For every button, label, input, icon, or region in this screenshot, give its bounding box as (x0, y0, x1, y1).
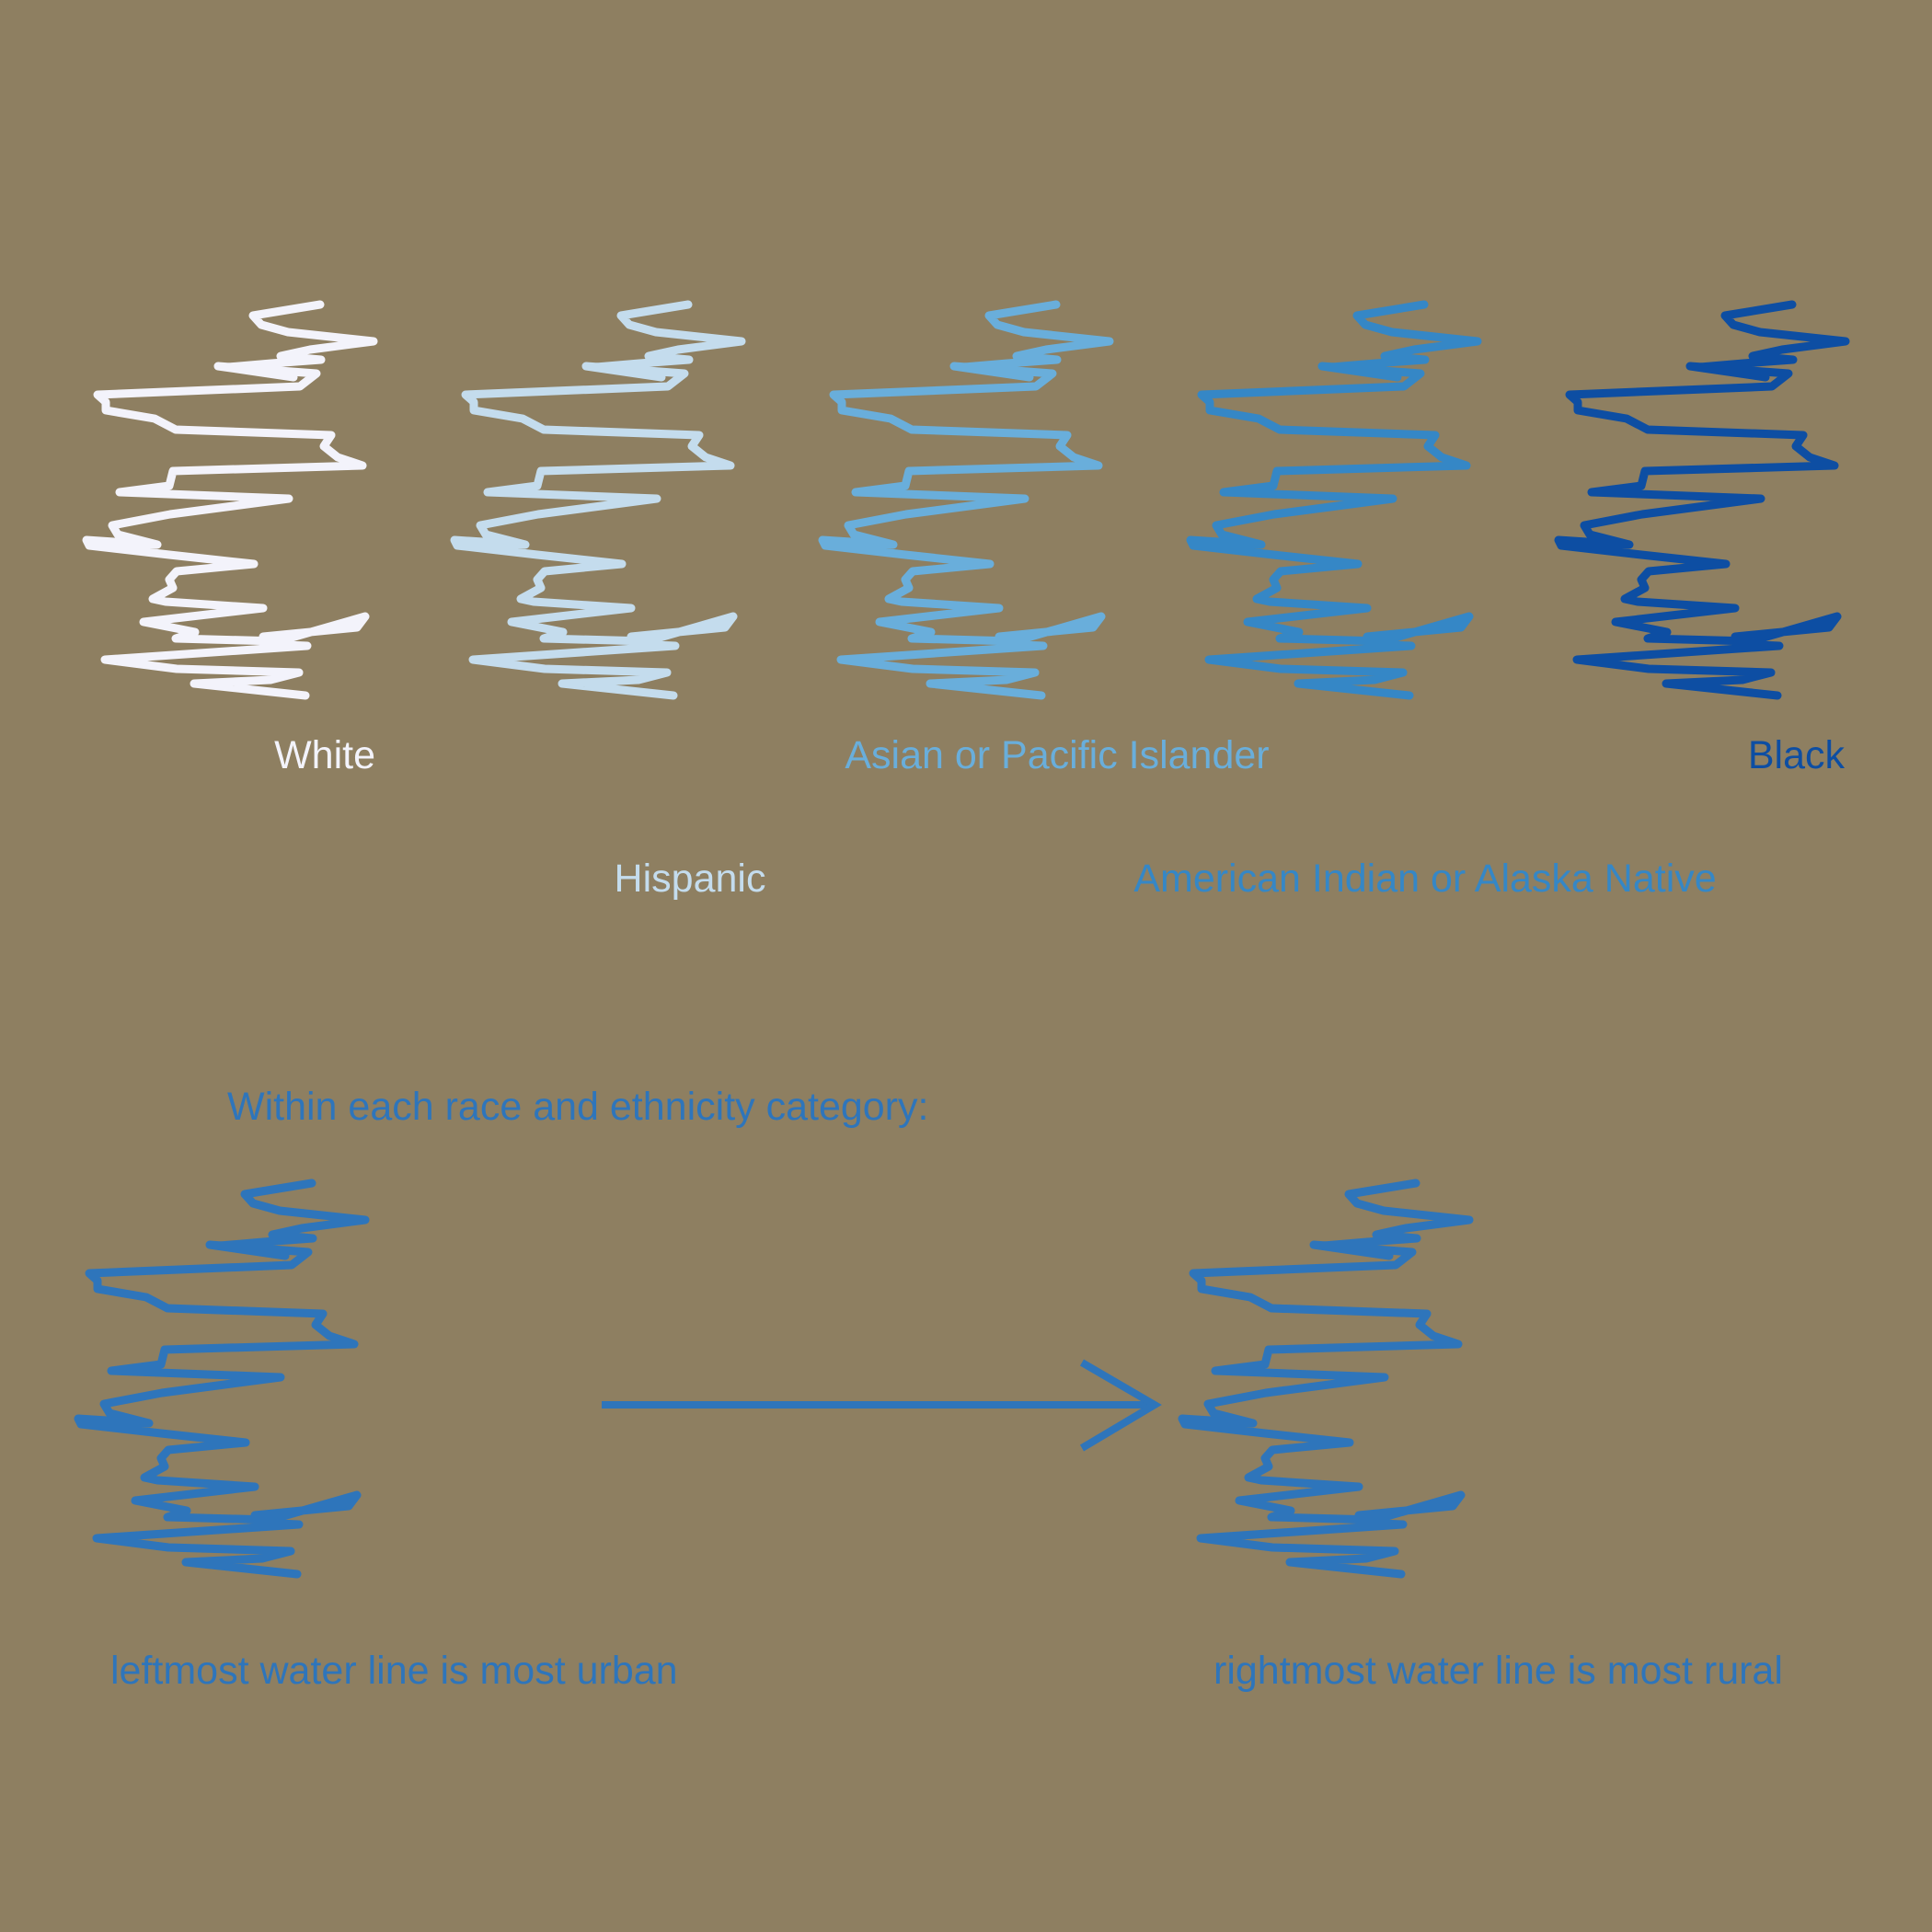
legend-label-white: White (274, 733, 375, 777)
water-line-most-rural (1178, 1179, 1474, 1579)
water-line-black (1554, 300, 1850, 700)
water-line-asian_pi (818, 300, 1114, 700)
water-line-white (82, 300, 378, 700)
legend-label-black: Black (1748, 733, 1846, 777)
legend-label-american-indian-alaska-native: American Indian or Alaska Native (1133, 857, 1716, 901)
explainer-water-lines (74, 1179, 1474, 1579)
caption-most-urban: leftmost water line is most urban (110, 1649, 678, 1693)
explainer-heading: Within each race and ethnicity category: (227, 1085, 928, 1129)
legend-label-asian-pacific-islander: Asian or Pacific Islander (845, 733, 1269, 777)
legend-water-lines (82, 300, 1850, 700)
water-line-aian (1186, 300, 1482, 700)
water-line-hispanic (450, 300, 746, 700)
water-line-most-urban (74, 1179, 370, 1579)
caption-most-rural: rightmost water line is most rural (1213, 1649, 1783, 1693)
right-arrow-icon (602, 1359, 1162, 1452)
legend-label-hispanic: Hispanic (615, 857, 766, 901)
legend-labels: White Hispanic Asian or Pacific Islander… (274, 733, 1845, 901)
